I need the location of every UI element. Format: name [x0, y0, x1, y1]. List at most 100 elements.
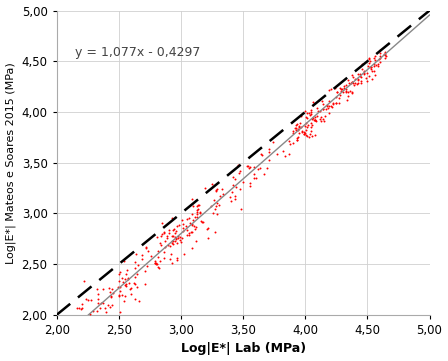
Point [358, 66, 366, 72]
Point [106, 290, 113, 295]
Point [229, 182, 237, 188]
Point [173, 240, 181, 245]
Point [73, 305, 80, 311]
Point [376, 55, 383, 61]
Point [170, 227, 177, 232]
Point [155, 255, 162, 260]
Point [304, 110, 311, 116]
Point [117, 309, 124, 315]
Point [78, 305, 85, 311]
Point [193, 207, 200, 213]
Point [323, 106, 330, 112]
Point [366, 64, 374, 70]
Point [326, 110, 333, 116]
Point [131, 274, 138, 280]
Point [358, 79, 365, 84]
Point [368, 68, 375, 74]
Point [325, 98, 332, 104]
Point [317, 108, 324, 114]
Point [108, 302, 116, 308]
Point [131, 280, 138, 286]
Point [335, 100, 342, 105]
Point [213, 211, 220, 217]
Point [316, 97, 323, 103]
Point [121, 276, 129, 282]
Point [144, 248, 151, 253]
Point [292, 125, 299, 130]
Point [157, 234, 164, 239]
Point [321, 113, 328, 119]
Point [199, 219, 206, 225]
Point [159, 231, 166, 237]
Point [252, 175, 259, 181]
Point [239, 179, 246, 184]
Point [326, 87, 333, 93]
Point [131, 281, 138, 287]
Point [312, 114, 319, 119]
Point [96, 305, 103, 310]
Point [327, 86, 335, 92]
Point [212, 206, 219, 212]
Point [177, 237, 184, 243]
Point [234, 162, 241, 168]
Point [151, 260, 159, 265]
Point [308, 109, 315, 115]
Point [230, 174, 237, 180]
Point [358, 74, 365, 79]
Point [176, 223, 183, 229]
Point [164, 233, 171, 239]
Point [131, 260, 138, 265]
Point [369, 76, 376, 82]
Point [128, 291, 135, 296]
Point [348, 79, 355, 85]
Point [124, 275, 131, 280]
Point [297, 125, 304, 130]
Point [107, 304, 114, 310]
Point [210, 210, 217, 216]
Point [194, 211, 201, 217]
Point [189, 229, 196, 235]
Point [138, 252, 146, 258]
Point [122, 283, 129, 289]
Point [126, 286, 134, 292]
Point [185, 230, 193, 236]
Point [311, 117, 319, 123]
Point [172, 228, 180, 234]
Point [308, 122, 315, 127]
Point [197, 218, 204, 224]
Point [124, 268, 131, 273]
Point [361, 71, 368, 77]
Point [340, 83, 348, 89]
Point [212, 229, 219, 235]
Point [205, 225, 212, 230]
Point [332, 100, 340, 106]
Point [372, 53, 379, 58]
Point [354, 80, 361, 86]
Point [237, 168, 244, 174]
Point [347, 81, 354, 86]
Point [100, 300, 107, 306]
Point [308, 111, 315, 117]
Point [214, 200, 221, 206]
Point [371, 57, 379, 63]
Point [165, 227, 172, 233]
Point [80, 278, 87, 284]
Point [327, 103, 335, 108]
Point [228, 198, 235, 204]
Point [123, 271, 130, 277]
Point [319, 116, 327, 122]
Point [181, 251, 188, 257]
Point [332, 86, 339, 91]
Point [246, 166, 253, 171]
Point [354, 77, 362, 82]
Point [177, 234, 184, 240]
Point [195, 203, 202, 208]
Point [344, 77, 351, 83]
Point [366, 56, 373, 61]
Point [215, 202, 222, 208]
Point [170, 242, 177, 247]
Point [125, 280, 133, 286]
Point [381, 51, 388, 57]
Point [337, 88, 345, 94]
Point [353, 81, 361, 87]
